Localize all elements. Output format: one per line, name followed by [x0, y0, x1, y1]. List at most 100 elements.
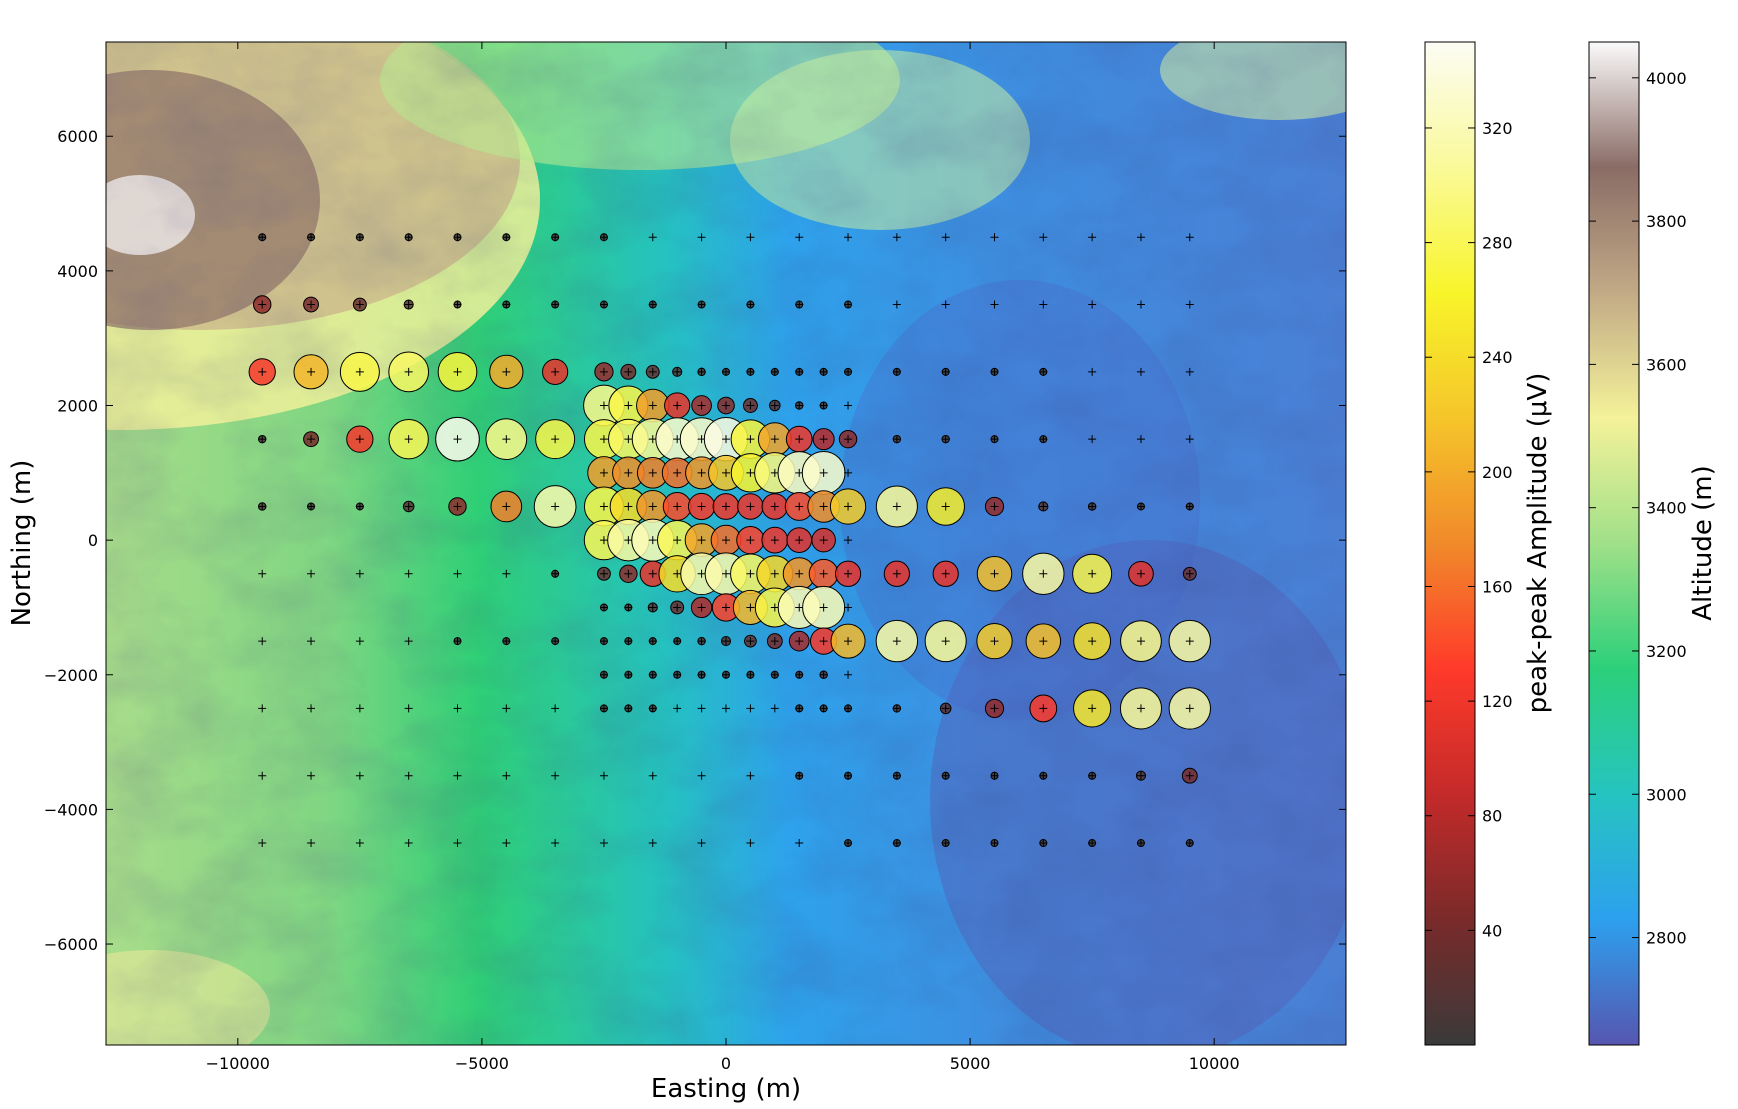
station-cross-marker — [1088, 704, 1097, 713]
station-cross-marker — [551, 300, 560, 309]
station-cross-marker — [746, 839, 755, 848]
station-cross-marker — [1185, 367, 1194, 376]
station-cross-marker — [844, 569, 853, 578]
station-cross-marker — [355, 704, 364, 713]
station-markers — [248, 233, 1211, 848]
station-cross-marker — [722, 704, 730, 713]
y-tick-label: −6000 — [44, 935, 98, 954]
station-cross-marker — [1039, 704, 1048, 713]
station-cross-marker — [648, 233, 657, 242]
station-cross-marker — [697, 704, 706, 713]
colorbar-tick-label: 200 — [1482, 463, 1513, 482]
station-cross-marker — [648, 468, 657, 477]
station-cross-marker — [770, 435, 779, 444]
station-cross-marker — [770, 569, 779, 578]
station-cross-marker — [1136, 637, 1145, 646]
station-cross-marker — [404, 839, 413, 848]
station-cross-marker — [307, 569, 316, 578]
station-cross-marker — [453, 300, 462, 309]
station-cross-marker — [1136, 839, 1145, 848]
station-cross-marker — [795, 401, 804, 410]
altitude-colorbar-label: Altitude (m) — [1688, 465, 1718, 620]
station-cross-marker — [551, 704, 560, 713]
station-cross-marker — [258, 300, 267, 309]
station-cross-marker — [746, 569, 755, 578]
station-cross-marker — [648, 502, 657, 511]
station-cross-marker — [844, 367, 853, 376]
station-cross-marker — [722, 603, 730, 612]
station-cross-marker — [770, 367, 779, 376]
station-cross-marker — [697, 839, 706, 848]
station-cross-marker — [673, 536, 682, 545]
station-cross-marker — [648, 569, 657, 578]
station-cross-marker — [673, 401, 682, 410]
station-cross-marker — [697, 569, 706, 578]
station-cross-marker — [892, 569, 901, 578]
station-cross-marker — [307, 367, 316, 376]
x-tick-label: −5000 — [455, 1054, 509, 1073]
station-cross-marker — [404, 233, 413, 242]
station-cross-marker — [795, 637, 804, 646]
colorbar-tick-label: 2800 — [1646, 929, 1687, 948]
station-cross-marker — [1088, 569, 1097, 578]
station-cross-marker — [722, 468, 730, 477]
station-cross-marker — [599, 569, 608, 578]
colorbar-tick-label: 160 — [1482, 577, 1513, 596]
station-cross-marker — [990, 839, 999, 848]
station-cross-marker — [844, 502, 853, 511]
station-cross-marker — [795, 367, 804, 376]
station-cross-marker — [1088, 771, 1097, 780]
y-tick-label: 6000 — [57, 127, 98, 146]
station-cross-marker — [673, 603, 682, 612]
colorbar-tick-label: 40 — [1482, 921, 1502, 940]
station-cross-marker — [404, 771, 413, 780]
station-cross-marker — [551, 771, 560, 780]
station-cross-marker — [844, 704, 853, 713]
station-cross-marker — [1039, 435, 1048, 444]
station-cross-marker — [624, 670, 633, 679]
station-cross-marker — [697, 401, 706, 410]
station-cross-marker — [1185, 839, 1194, 848]
station-cross-marker — [990, 704, 999, 713]
station-cross-marker — [1088, 839, 1097, 848]
station-cross-marker — [819, 468, 828, 477]
station-cross-marker — [648, 401, 657, 410]
station-cross-marker — [697, 637, 706, 646]
station-cross-marker — [599, 637, 608, 646]
station-cross-marker — [404, 637, 413, 646]
station-cross-marker — [819, 670, 828, 679]
station-cross-marker — [1088, 233, 1097, 242]
altitude-colorbar-frame — [1588, 41, 1640, 1046]
station-cross-marker — [502, 637, 511, 646]
station-cross-marker — [599, 233, 608, 242]
station-cross-marker — [624, 536, 633, 545]
station-cross-marker — [258, 637, 267, 646]
station-cross-marker — [1185, 771, 1194, 780]
station-cross-marker — [697, 468, 706, 477]
station-cross-marker — [795, 771, 804, 780]
colorbar-tick-label: 240 — [1482, 348, 1513, 367]
station-cross-marker — [795, 603, 804, 612]
station-cross-marker — [502, 839, 511, 848]
station-cross-marker — [599, 367, 608, 376]
station-cross-marker — [795, 233, 804, 242]
station-cross-marker — [624, 435, 633, 444]
station-cross-marker — [624, 637, 633, 646]
station-cross-marker — [502, 502, 511, 511]
station-cross-marker — [624, 502, 633, 511]
altitude-colorbar-fill — [1589, 42, 1639, 1045]
station-cross-marker — [746, 603, 755, 612]
station-cross-marker — [502, 569, 511, 578]
station-cross-marker — [673, 569, 682, 578]
station-cross-marker — [355, 771, 364, 780]
station-cross-marker — [307, 233, 316, 242]
station-cross-marker — [844, 771, 853, 780]
station-cross-marker — [795, 435, 804, 444]
station-cross-marker — [673, 704, 682, 713]
x-axis-ticks: −10000 −5000 0 5000 10000 — [206, 42, 1240, 1073]
station-cross-marker — [1039, 637, 1048, 646]
station-cross-marker — [1185, 569, 1194, 578]
station-cross-marker — [1039, 839, 1048, 848]
station-cross-marker — [1039, 367, 1048, 376]
